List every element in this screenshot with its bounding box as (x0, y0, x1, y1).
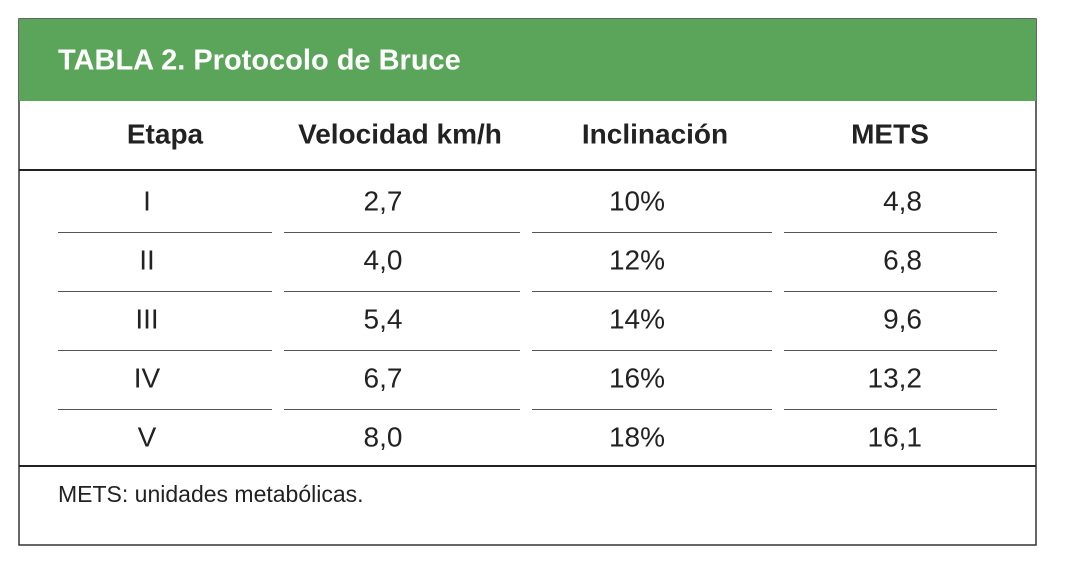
table-body: Etapa Velocidad km/h Inclinación METS I 2,7 10… (58, 118, 997, 452)
cell: 9,6 (883, 303, 922, 334)
cell: 6,7 (364, 362, 403, 393)
cell: 6,8 (883, 244, 922, 275)
column-header: Inclinación (582, 118, 728, 149)
cell: IV (134, 362, 161, 393)
cell: 16,1 (868, 421, 923, 452)
cell: 16% (609, 362, 665, 393)
cell: 13,2 (868, 362, 923, 393)
cell: V (138, 421, 157, 452)
cell: 18% (609, 421, 665, 452)
column-header: METS (851, 118, 929, 149)
column-header: Etapa (127, 118, 204, 149)
cell: 2,7 (364, 185, 403, 216)
cell: 5,4 (364, 303, 403, 334)
frame (18, 18, 1037, 546)
cell: 8,0 (364, 421, 403, 452)
cell: III (135, 303, 158, 334)
footnote: METS: unidades metabólicas. (58, 481, 364, 507)
column-header: Velocidad km/h (298, 118, 502, 149)
cell: I (143, 185, 151, 216)
cell: 4,8 (883, 185, 922, 216)
title-bar (19, 19, 1036, 101)
cell: 14% (609, 303, 665, 334)
cell: II (139, 244, 155, 275)
cell: 12% (609, 244, 665, 275)
cell: 4,0 (364, 244, 403, 275)
cell: 10% (609, 185, 665, 216)
table-title: TABLA 2. Protocolo de Bruce (58, 45, 461, 77)
